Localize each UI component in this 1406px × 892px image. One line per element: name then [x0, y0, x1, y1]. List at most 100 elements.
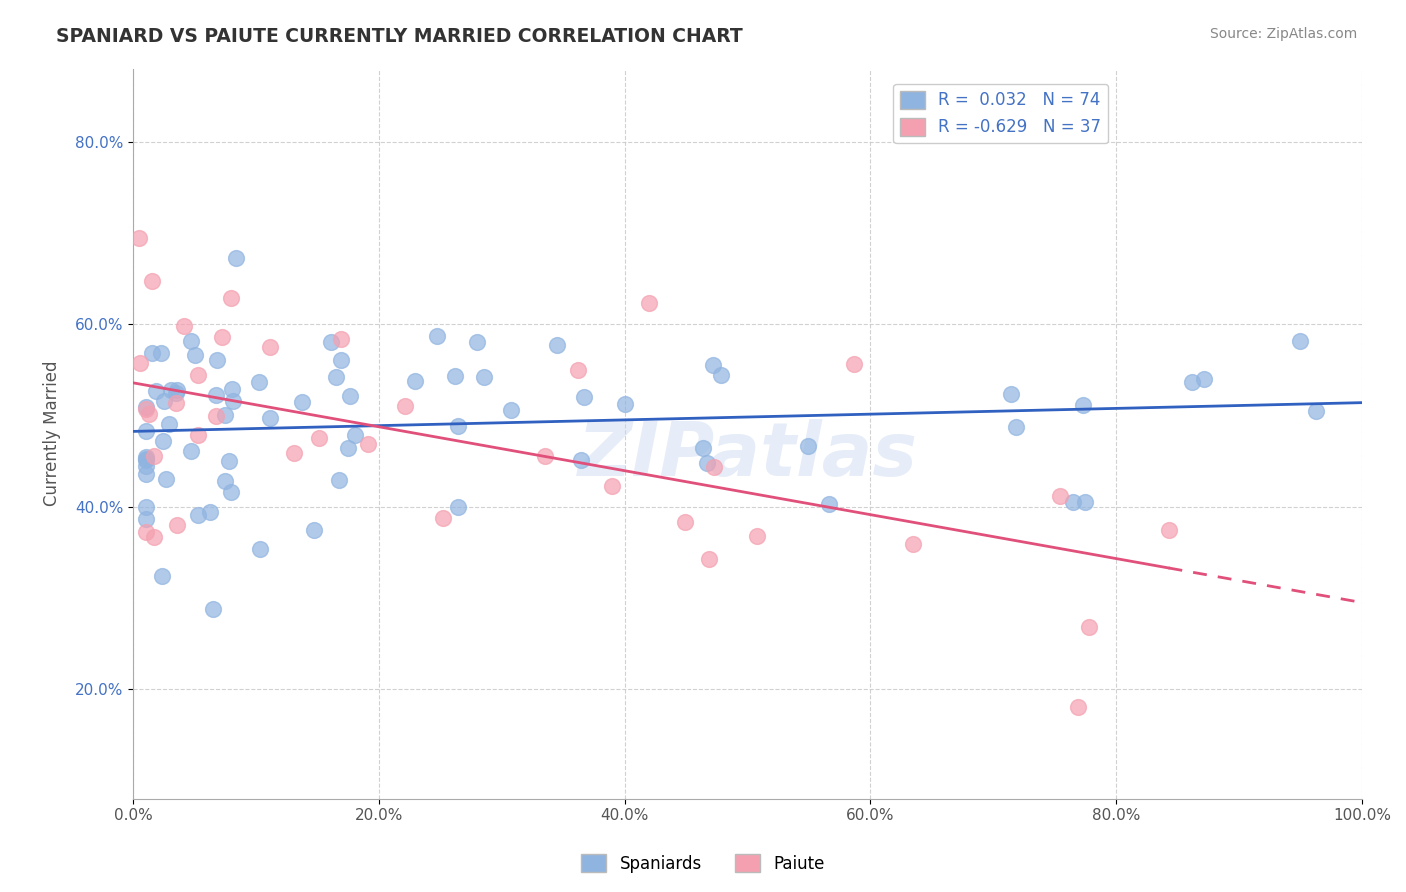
Point — [134, 512, 156, 526]
Point — [157, 417, 180, 431]
Point — [184, 348, 207, 362]
Point — [134, 451, 156, 466]
Point — [160, 383, 183, 397]
Point — [638, 295, 661, 310]
Point — [134, 458, 156, 473]
Point — [533, 449, 555, 463]
Point — [142, 530, 165, 544]
Point — [214, 408, 236, 422]
Legend: R =  0.032   N = 74, R = -0.629   N = 37: R = 0.032 N = 74, R = -0.629 N = 37 — [893, 84, 1108, 143]
Point — [218, 454, 240, 468]
Y-axis label: Currently Married: Currently Married — [44, 361, 60, 507]
Point — [247, 376, 270, 390]
Point — [1000, 387, 1022, 401]
Point — [567, 363, 589, 377]
Point — [1074, 494, 1097, 508]
Point — [141, 274, 163, 288]
Point — [465, 335, 488, 350]
Point — [219, 291, 242, 305]
Point — [152, 434, 174, 448]
Point — [283, 445, 305, 459]
Point — [328, 473, 350, 487]
Point — [1192, 372, 1215, 386]
Point — [443, 368, 465, 383]
Point — [187, 368, 209, 382]
Point — [135, 525, 157, 540]
Point — [710, 368, 733, 382]
Point — [702, 358, 724, 372]
Point — [546, 338, 568, 352]
Point — [291, 395, 314, 409]
Text: ZIPatlas: ZIPatlas — [578, 419, 918, 492]
Text: SPANIARD VS PAIUTE CURRENTLY MARRIED CORRELATION CHART: SPANIARD VS PAIUTE CURRENTLY MARRIED COR… — [56, 27, 742, 45]
Point — [472, 369, 495, 384]
Point — [134, 400, 156, 414]
Point — [343, 428, 366, 442]
Point — [330, 352, 353, 367]
Point — [143, 449, 166, 463]
Point — [1181, 376, 1204, 390]
Point — [155, 472, 177, 486]
Point — [321, 335, 343, 350]
Point — [1067, 700, 1090, 714]
Point — [697, 552, 720, 566]
Point — [336, 441, 359, 455]
Point — [426, 328, 449, 343]
Point — [703, 459, 725, 474]
Text: Source: ZipAtlas.com: Source: ZipAtlas.com — [1209, 27, 1357, 41]
Point — [145, 384, 167, 398]
Point — [205, 353, 228, 368]
Point — [1078, 620, 1101, 634]
Point — [447, 500, 470, 514]
Point — [432, 510, 454, 524]
Point — [165, 396, 187, 410]
Point — [1071, 398, 1094, 412]
Point — [302, 524, 325, 538]
Point — [901, 537, 924, 551]
Point — [201, 602, 224, 616]
Point — [501, 402, 523, 417]
Point — [404, 374, 426, 388]
Point — [259, 340, 281, 354]
Point — [329, 332, 352, 346]
Point — [214, 474, 236, 488]
Point — [797, 439, 820, 453]
Point — [205, 409, 228, 423]
Point — [187, 427, 209, 442]
Point — [135, 453, 157, 467]
Point — [204, 388, 226, 402]
Point — [221, 382, 243, 396]
Point — [357, 437, 380, 451]
Point — [1005, 420, 1028, 434]
Point — [571, 452, 593, 467]
Point — [817, 497, 839, 511]
Point — [200, 505, 222, 519]
Point — [150, 345, 173, 359]
Point — [692, 441, 714, 455]
Point — [1049, 489, 1071, 503]
Point — [673, 515, 696, 529]
Point — [152, 569, 174, 583]
Point — [134, 500, 156, 514]
Point — [166, 517, 188, 532]
Point — [165, 386, 187, 401]
Point — [249, 542, 271, 557]
Point — [308, 431, 330, 445]
Point — [613, 397, 636, 411]
Point — [225, 252, 247, 266]
Point — [602, 479, 624, 493]
Point — [394, 399, 416, 413]
Point — [259, 410, 281, 425]
Point — [153, 393, 176, 408]
Point — [844, 357, 866, 371]
Point — [339, 389, 361, 403]
Point — [128, 230, 150, 244]
Point — [1062, 495, 1084, 509]
Point — [135, 424, 157, 438]
Point — [745, 529, 768, 543]
Point — [1305, 403, 1327, 417]
Point — [219, 485, 242, 500]
Point — [180, 334, 202, 348]
Point — [1288, 334, 1310, 349]
Legend: Spaniards, Paiute: Spaniards, Paiute — [575, 847, 831, 880]
